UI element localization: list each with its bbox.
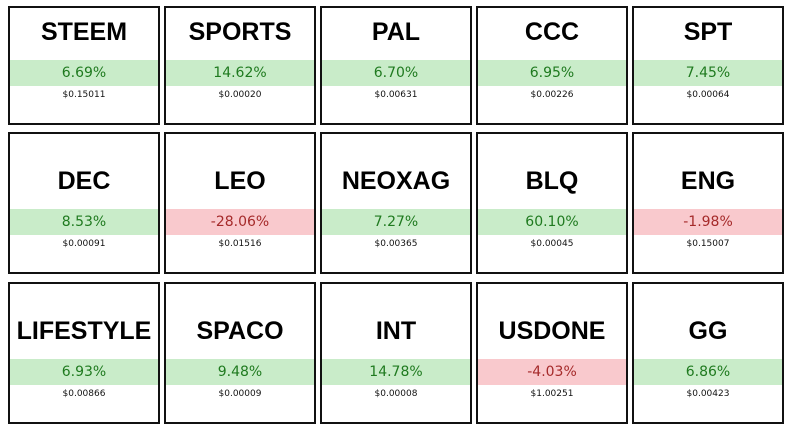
token-price: $0.00064 (686, 90, 730, 100)
token-symbol: LIFESTYLE (16, 317, 152, 345)
token-tile: SPORTS 14.62% $0.00020 (164, 6, 316, 125)
token-tile: CCC 6.95% $0.00226 (476, 6, 628, 125)
token-tile: LIFESTYLE 6.93% $0.00866 (8, 282, 160, 424)
token-tile: PAL 6.70% $0.00631 (320, 6, 472, 125)
token-symbol: ENG (680, 167, 736, 195)
token-price: $0.00008 (374, 389, 418, 399)
price-change: 6.70% (322, 60, 470, 86)
token-price: $0.01516 (218, 239, 262, 249)
price-change: 9.48% (166, 359, 314, 385)
token-tile: SPT 7.45% $0.00064 (632, 6, 784, 125)
price-change: 6.95% (478, 60, 626, 86)
token-tile: INT 14.78% $0.00008 (320, 282, 472, 424)
price-change: -28.06% (166, 209, 314, 235)
price-change: 8.53% (10, 209, 158, 235)
token-symbol: SPACO (196, 317, 284, 345)
price-change: 7.45% (634, 60, 782, 86)
token-tile: DEC 8.53% $0.00091 (8, 132, 160, 274)
token-symbol: USDONE (498, 317, 606, 345)
token-symbol: INT (375, 317, 417, 345)
token-tile: SPACO 9.48% $0.00009 (164, 282, 316, 424)
token-price: $0.00866 (62, 389, 106, 399)
token-symbol: BLQ (525, 167, 579, 195)
price-change: 6.86% (634, 359, 782, 385)
token-symbol: NEOXAG (341, 167, 451, 195)
token-symbol: CCC (524, 18, 580, 46)
token-price: $0.15007 (686, 239, 730, 249)
price-change: 14.62% (166, 60, 314, 86)
token-price: $0.00009 (218, 389, 262, 399)
token-tile: USDONE -4.03% $1.00251 (476, 282, 628, 424)
token-tile: ENG -1.98% $0.15007 (632, 132, 784, 274)
token-tile: STEEM 6.69% $0.15011 (8, 6, 160, 125)
price-change: 6.93% (10, 359, 158, 385)
token-price: $0.00091 (62, 239, 106, 249)
token-tile: LEO -28.06% $0.01516 (164, 132, 316, 274)
token-price: $0.00045 (530, 239, 574, 249)
token-symbol: DEC (57, 167, 111, 195)
token-tile: BLQ 60.10% $0.00045 (476, 132, 628, 274)
token-symbol: LEO (214, 167, 266, 195)
token-price: $1.00251 (530, 389, 574, 399)
tile-grid: STEEM 6.69% $0.15011 SPORTS 14.62% $0.00020 PA… (8, 6, 792, 426)
token-price: $0.00631 (374, 90, 418, 100)
token-price: $0.00365 (374, 239, 418, 249)
token-symbol: GG (688, 317, 728, 345)
token-tile: NEOXAG 7.27% $0.00365 (320, 132, 472, 274)
token-symbol: SPORTS (188, 18, 292, 46)
token-symbol: SPT (683, 18, 733, 46)
token-price: $0.15011 (62, 90, 106, 100)
token-price: $0.00423 (686, 389, 730, 399)
token-price: $0.00020 (218, 90, 262, 100)
token-price: $0.00226 (530, 90, 574, 100)
price-change: -4.03% (478, 359, 626, 385)
price-change: -1.98% (634, 209, 782, 235)
price-change: 6.69% (10, 60, 158, 86)
price-change: 7.27% (322, 209, 470, 235)
price-change: 60.10% (478, 209, 626, 235)
token-symbol: PAL (371, 18, 421, 46)
price-change: 14.78% (322, 359, 470, 385)
token-tile: GG 6.86% $0.00423 (632, 282, 784, 424)
token-symbol: STEEM (40, 18, 128, 46)
